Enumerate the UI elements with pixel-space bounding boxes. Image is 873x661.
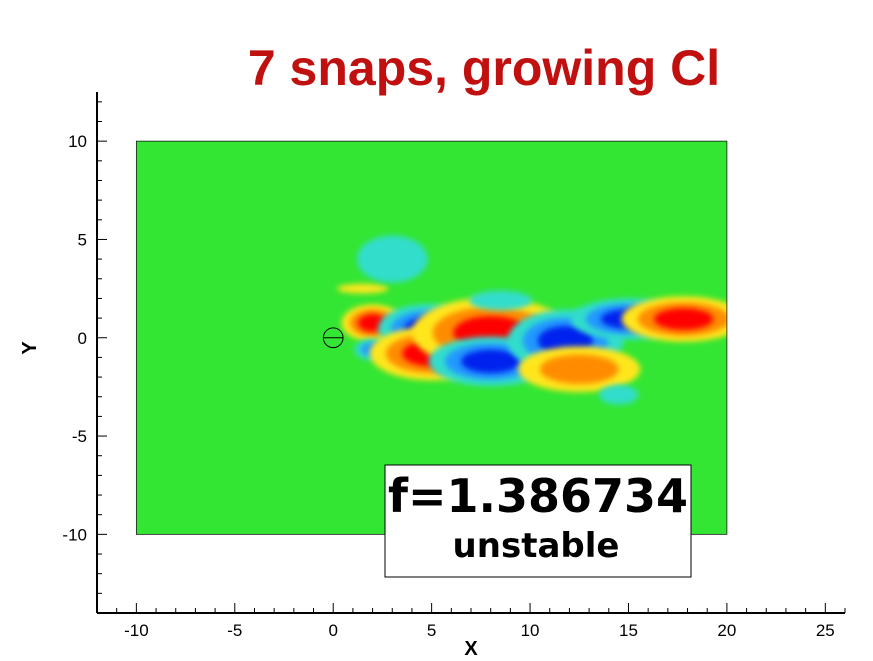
x-tick-label: -10: [124, 621, 149, 640]
contour-blob: [356, 235, 428, 283]
x-tick-label: 20: [717, 621, 736, 640]
contour-blob: [621, 296, 727, 342]
stability-status: unstable: [453, 526, 620, 566]
contour-blob: [469, 290, 533, 311]
frequency-annotation-box: f=1.386734 unstable: [384, 464, 692, 578]
chart-title: 7 snaps, growing Cl: [248, 40, 720, 96]
contour-blob: [518, 346, 641, 393]
contour-level: [539, 354, 619, 384]
x-tick-label: -5: [227, 621, 242, 640]
contour-level: [356, 235, 428, 283]
x-tick-label: 0: [328, 621, 337, 640]
x-tick-label: 5: [427, 621, 436, 640]
contour-blob: [337, 283, 389, 294]
y-tick-label: 5: [78, 230, 87, 249]
y-tick-label: 10: [68, 132, 87, 151]
y-axis-label: Y: [19, 341, 41, 355]
axes: -10 -5 0 5 10 15 20 25 -10 -5 0 5 10: [62, 92, 846, 640]
x-tick-label: 10: [521, 621, 540, 640]
contour-blob: [598, 384, 639, 405]
frequency-value: f=1.386734: [388, 469, 688, 523]
x-tick-label: 25: [816, 621, 835, 640]
y-tick-label: 0: [78, 329, 87, 348]
y-tick-label: -10: [62, 525, 87, 544]
contour-level: [337, 283, 389, 294]
x-tick-label: 15: [619, 621, 638, 640]
y-tick-label: -5: [72, 427, 87, 446]
x-axis-label: X: [464, 638, 478, 660]
contour-field: [337, 235, 727, 405]
contour-level: [469, 290, 533, 311]
contour-level: [461, 349, 521, 374]
contour-level: [598, 384, 639, 405]
contour-level: [654, 308, 714, 330]
